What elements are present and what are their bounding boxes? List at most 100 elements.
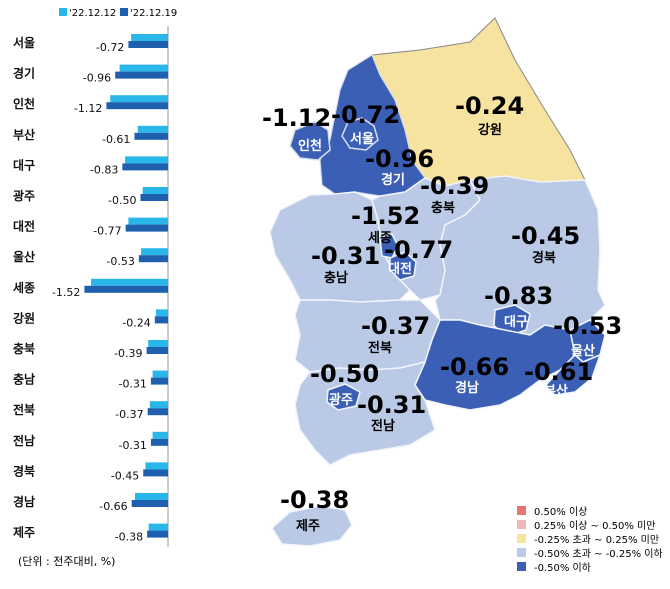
name-gyeonggi: 경기 <box>381 172 405 188</box>
bar-series-2 <box>150 377 168 385</box>
bar-series-2 <box>138 255 168 263</box>
bar-series-1 <box>152 370 168 378</box>
bar-series-1 <box>131 34 168 41</box>
bar-series-2 <box>143 469 168 477</box>
category-label: 경남 <box>13 494 35 509</box>
name-chungnam: 충남 <box>324 270 348 286</box>
value-chungnam: -0.31 <box>311 242 380 270</box>
legend-swatch-3 <box>517 534 526 543</box>
legend-label-3: -0.25% 초과 ~ 0.25% 미만 <box>534 535 660 546</box>
category-label: 충남 <box>13 372 35 387</box>
value-gyeonggi: -0.96 <box>365 145 434 173</box>
legend-label-2: 0.25% 이상 ~ 0.50% 미만 <box>534 521 656 532</box>
bar-series-1 <box>148 523 168 531</box>
category-label: 울산 <box>13 249 35 264</box>
bar-series-2 <box>128 41 168 48</box>
value-daegu: -0.83 <box>484 282 553 310</box>
value-label: -0.31 <box>118 378 146 391</box>
region-gwangju <box>326 383 361 411</box>
bar-series-1 <box>152 431 168 439</box>
value-jeonbuk: -0.37 <box>361 312 430 340</box>
value-daejeon: -0.77 <box>384 236 453 264</box>
category-label: 강원 <box>13 311 35 325</box>
value-busan: -0.61 <box>524 358 593 386</box>
bar-series-1 <box>145 462 168 470</box>
bar-series-1 <box>110 95 168 103</box>
legend-swatch-series-1 <box>59 8 67 16</box>
category-label: 전북 <box>13 402 35 417</box>
category-label: 충북 <box>13 341 35 356</box>
legend-row-4: -0.50% 초과 ~ -0.25% 이하 <box>517 545 663 560</box>
region-incheon <box>289 121 331 161</box>
legend-swatch-1 <box>517 506 526 515</box>
value-label: -0.50 <box>108 194 136 207</box>
bar-series-2 <box>131 500 168 507</box>
bar-series-1 <box>149 401 168 409</box>
bar-series-2 <box>154 316 168 324</box>
name-jeonnam: 전남 <box>371 418 395 434</box>
value-label: -0.83 <box>90 163 118 176</box>
name-incheon: 인천 <box>298 138 322 154</box>
bar-series-2 <box>146 347 168 354</box>
bar-series-2 <box>122 163 168 171</box>
legend-swatch-series-2 <box>120 8 128 16</box>
value-label: -0.96 <box>83 72 111 85</box>
name-gyeongbuk: 경북 <box>532 250 556 266</box>
value-gyeongbuk: -0.45 <box>511 222 580 250</box>
bars-layer: 서울 -0.72 경기 -0.96 인천 -1.12 부산 -0.61 대구 -0.83 광주 -0.… <box>13 34 168 544</box>
name-busan: 부산 <box>544 383 568 399</box>
category-label: 대구 <box>13 158 35 172</box>
legend-row-3: -0.25% 초과 ~ 0.25% 미만 <box>517 531 659 546</box>
region-sejong <box>379 233 399 259</box>
region-seoul <box>341 117 379 151</box>
value-label: -0.53 <box>106 255 134 268</box>
chart-legend: '22.12.12 '22.12.19 <box>59 8 177 19</box>
legend-label-series-1: '22.12.12 <box>69 8 116 19</box>
bar-series-2 <box>147 530 168 538</box>
value-seoul: -0.72 <box>331 101 400 129</box>
name-jeonbuk: 전북 <box>368 340 392 356</box>
bar-series-1 <box>141 248 168 256</box>
name-gyeongnam: 경남 <box>455 380 479 396</box>
bar-series-1 <box>148 340 168 347</box>
value-label: -0.24 <box>122 316 150 329</box>
name-ulsan: 울산 <box>571 343 595 359</box>
legend-row-1: 0.50% 이상 <box>517 503 587 518</box>
value-gyeongnam: -0.66 <box>440 353 509 381</box>
legend-swatch-4 <box>517 548 526 557</box>
legend-row-2: 0.25% 이상 ~ 0.50% 미만 <box>517 517 655 532</box>
legend-label-5: -0.50% 이하 <box>534 563 591 574</box>
value-label: -0.72 <box>96 41 124 54</box>
bar-series-1 <box>135 493 168 500</box>
value-label: -0.77 <box>93 225 121 238</box>
value-incheon: -1.12 <box>262 104 331 132</box>
region-daejeon <box>389 251 417 281</box>
legend-swatch-5 <box>517 562 526 571</box>
value-label: -0.61 <box>102 133 130 146</box>
category-label: 서울 <box>13 35 35 50</box>
name-daejeon: 대전 <box>388 261 412 277</box>
category-label: 부산 <box>13 127 35 142</box>
bar-series-1 <box>155 309 168 317</box>
category-label: 광주 <box>13 188 35 203</box>
value-label: -0.66 <box>99 500 127 513</box>
value-label: -0.31 <box>118 439 146 452</box>
bar-series-1 <box>142 187 168 194</box>
bar-series-2 <box>115 71 168 79</box>
name-seoul: 서울 <box>350 131 374 147</box>
legend-row-5: -0.50% 이하 <box>517 559 591 574</box>
value-label: -0.38 <box>115 531 143 544</box>
bar-series-2 <box>125 224 168 232</box>
region-busan <box>543 353 602 396</box>
value-gwangju: -0.50 <box>310 360 379 388</box>
value-label: -0.39 <box>114 347 142 360</box>
category-label: 전남 <box>13 433 35 448</box>
category-label: 경기 <box>13 66 35 81</box>
region-jeju <box>271 505 353 547</box>
value-label: -1.52 <box>52 286 80 299</box>
unit-note: (단위 : 전주대비, %) <box>18 555 116 568</box>
bar-series-2 <box>147 408 168 416</box>
name-sejong: 세종 <box>368 231 392 246</box>
